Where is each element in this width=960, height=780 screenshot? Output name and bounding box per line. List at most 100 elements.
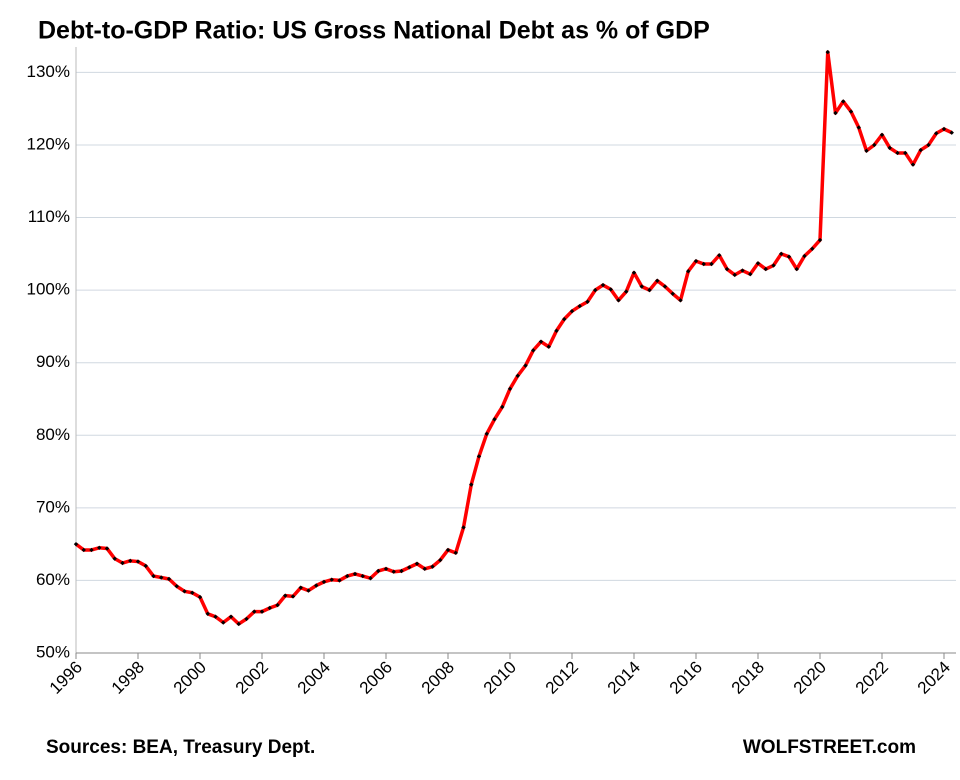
data-point	[337, 578, 342, 583]
data-point	[97, 545, 102, 550]
data-point	[678, 298, 683, 303]
data-point	[259, 609, 265, 614]
data-point	[686, 269, 691, 274]
source: Sources: BEA, Treasury Dept.	[46, 737, 315, 758]
data-point	[872, 142, 877, 148]
data-point	[817, 237, 823, 243]
data-point	[476, 454, 482, 459]
data-point	[205, 611, 210, 617]
x-tick-label: 2000	[170, 658, 210, 698]
y-tick-label: 90%	[36, 352, 70, 371]
data-point	[213, 614, 218, 619]
data-point	[786, 254, 792, 259]
data-point	[135, 559, 141, 564]
data-point	[693, 258, 699, 264]
data-point	[120, 560, 125, 566]
x-tick-label: 2012	[542, 658, 582, 698]
data-point	[461, 525, 466, 530]
data-point	[112, 556, 117, 561]
x-tick-label: 1998	[108, 658, 148, 698]
data-point	[453, 550, 458, 556]
data-point	[430, 564, 435, 569]
data-point	[128, 558, 133, 564]
data-point	[585, 299, 590, 304]
data-point	[221, 620, 226, 625]
data-point	[73, 541, 79, 547]
y-tick-label: 110%	[28, 207, 70, 226]
data-point	[531, 348, 536, 353]
data-point	[903, 150, 908, 156]
data-point	[306, 588, 311, 593]
data-point	[825, 49, 830, 55]
data-line	[74, 50, 953, 626]
data-point	[515, 373, 520, 378]
x-tick-label: 1996	[46, 658, 86, 698]
data-point	[81, 547, 86, 553]
data-point	[314, 583, 319, 588]
data-point	[856, 125, 861, 130]
data-point	[848, 109, 854, 114]
data-point	[802, 253, 807, 259]
data-point	[360, 573, 365, 579]
data-point	[523, 363, 528, 368]
data-point	[670, 291, 675, 296]
data-point	[709, 261, 714, 267]
data-point	[662, 284, 668, 289]
data-point	[469, 482, 474, 487]
data-point	[104, 546, 110, 551]
data-point	[89, 547, 94, 553]
data-point	[407, 565, 412, 570]
data-point	[159, 575, 164, 580]
data-point	[562, 316, 567, 322]
x-tick-label: 2014	[604, 658, 644, 698]
data-point	[166, 576, 172, 582]
data-point	[577, 303, 582, 309]
data-point	[569, 308, 575, 314]
data-point	[190, 590, 195, 595]
data-point	[546, 344, 551, 349]
y-tick-label: 50%	[36, 642, 70, 661]
data-point	[655, 278, 660, 283]
data-point	[740, 268, 745, 273]
data-point	[918, 147, 923, 153]
y-tick-label: 70%	[36, 497, 70, 516]
data-point	[507, 386, 513, 392]
data-point	[267, 605, 272, 611]
data-point	[236, 621, 241, 627]
data-point	[833, 110, 838, 116]
x-tick-label: 2008	[418, 658, 458, 698]
x-tick-label: 2004	[294, 658, 334, 698]
y-tick-label: 100%	[27, 280, 70, 299]
data-point	[755, 261, 761, 266]
data-point	[631, 270, 637, 275]
y-tick-label: 130%	[27, 62, 70, 81]
data-point	[345, 573, 350, 579]
data-point	[376, 568, 381, 574]
data-point	[895, 150, 900, 156]
data-point	[934, 131, 939, 136]
data-point	[941, 126, 947, 132]
chart-title: Debt-to-GDP Ratio: US Gross National Deb…	[38, 17, 710, 45]
data-point	[422, 566, 427, 572]
data-point	[771, 263, 776, 268]
data-point	[143, 563, 148, 569]
data-point	[484, 431, 489, 437]
data-point	[600, 282, 606, 288]
data-point	[438, 557, 443, 563]
data-point	[352, 571, 358, 577]
data-point	[593, 287, 598, 293]
data-point	[763, 266, 768, 272]
data-point	[252, 609, 257, 614]
x-tick-label: 2010	[480, 658, 520, 698]
data-point	[647, 287, 652, 293]
x-tick-label: 2022	[852, 658, 892, 698]
data-point	[414, 561, 420, 566]
data-point	[779, 251, 784, 257]
data-point	[717, 253, 722, 258]
data-point	[151, 573, 156, 579]
data-point	[732, 272, 737, 278]
data-point	[492, 417, 497, 422]
data-point	[949, 130, 954, 135]
